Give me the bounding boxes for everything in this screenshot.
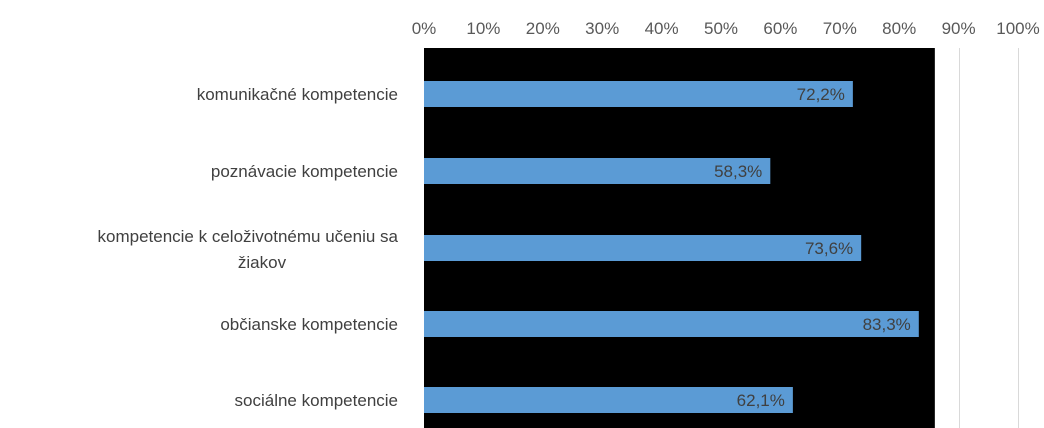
data-label: 83,3% <box>863 315 911 334</box>
x-tick-label: 40% <box>645 19 679 38</box>
data-label: 72,2% <box>797 85 845 104</box>
category-label: kompetencie k celoživotnému učeniu sa <box>98 227 399 246</box>
x-tick-label: 50% <box>704 19 738 38</box>
x-tick-label: 20% <box>526 19 560 38</box>
x-tick-label: 30% <box>585 19 619 38</box>
data-labels: 72,2% 58,3% 73,6% 83,3% 62,1% <box>714 85 911 410</box>
x-tick-label: 10% <box>466 19 500 38</box>
category-label: občianske kompetencie <box>220 315 398 334</box>
category-label: poznávacie kompetencie <box>211 162 398 181</box>
bar <box>424 158 771 184</box>
category-labels: komunikačné kompetencie poznávacie kompet… <box>98 85 399 410</box>
x-axis-tick-labels: 0% 10% 20% 30% 40% 50% 60% 70% 80% 90% 100% <box>412 19 1040 38</box>
category-label: komunikačné kompetencie <box>197 85 398 104</box>
bar <box>424 81 853 107</box>
x-tick-label: 0% <box>412 19 437 38</box>
x-tick-label: 70% <box>823 19 857 38</box>
x-tick-label: 80% <box>882 19 916 38</box>
x-tick-label: 60% <box>763 19 797 38</box>
bar <box>424 311 919 337</box>
x-tick-label: 100% <box>996 19 1039 38</box>
data-label: 58,3% <box>714 162 762 181</box>
data-label: 73,6% <box>805 239 853 258</box>
category-label: sociálne kompetencie <box>235 391 398 410</box>
bars <box>424 81 919 413</box>
bar <box>424 235 862 261</box>
data-label: 62,1% <box>737 391 785 410</box>
bar <box>424 387 793 413</box>
category-label: žiakov <box>238 253 287 272</box>
x-tick-label: 90% <box>942 19 976 38</box>
